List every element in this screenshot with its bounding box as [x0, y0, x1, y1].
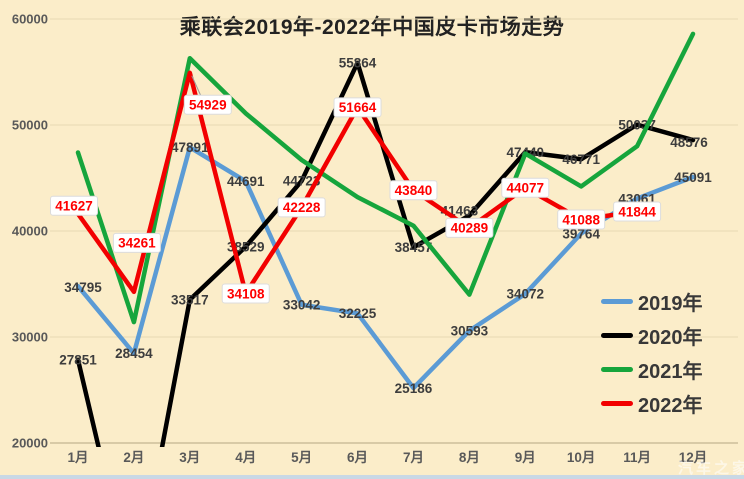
- legend-item-2021年: 2021年: [601, 352, 703, 386]
- data-label: 44723: [283, 174, 321, 189]
- data-label: 46771: [562, 152, 600, 167]
- x-tick-label: 4月: [235, 450, 256, 465]
- data-label: 45091: [674, 170, 712, 185]
- data-label: 30593: [451, 324, 489, 339]
- data-label: 34072: [506, 287, 544, 302]
- data-label: 54929: [189, 98, 227, 113]
- legend-label: 2021年: [638, 360, 703, 383]
- x-tick-label: 3月: [179, 450, 200, 465]
- y-tick-label: 60000: [12, 12, 48, 27]
- data-label: 47891: [171, 140, 209, 155]
- data-label-box: [557, 209, 606, 230]
- data-label: 48576: [670, 135, 708, 150]
- data-label: 34261: [118, 236, 156, 251]
- data-label: 41627: [55, 199, 93, 214]
- legend-label: 2020年: [638, 326, 703, 349]
- data-label: 40289: [451, 221, 489, 236]
- x-tick-label: 12月: [679, 450, 708, 465]
- data-label: 41844: [618, 204, 656, 219]
- x-tick-label: 5月: [291, 450, 312, 465]
- data-label-box: [333, 97, 382, 118]
- chart-legend: 2019年 2020年 2021年 2022年: [601, 284, 703, 420]
- data-label: 44077: [506, 181, 544, 196]
- x-tick-label: 1月: [67, 450, 88, 465]
- data-label: 41088: [562, 212, 600, 227]
- data-label: 43840: [395, 183, 433, 198]
- bottom-strip: [0, 475, 744, 479]
- x-tick-label: 6月: [347, 450, 368, 465]
- data-label: 51664: [339, 100, 377, 115]
- data-label: 42228: [283, 200, 321, 215]
- y-tick-label: 30000: [12, 330, 48, 345]
- x-tick-label: 10月: [567, 450, 596, 465]
- data-label: 34795: [64, 280, 102, 295]
- data-label-box: [50, 195, 98, 216]
- data-label-box: [501, 177, 550, 198]
- legend-label: 2019年: [638, 292, 703, 315]
- x-tick-label: 7月: [403, 450, 424, 465]
- data-label-box: [221, 283, 270, 304]
- data-label-box: [277, 197, 326, 218]
- x-tick-label: 9月: [515, 450, 536, 465]
- x-tick-label: 8月: [459, 450, 480, 465]
- legend-line-swatch: [601, 298, 633, 304]
- watermark: 汽车之家: [677, 460, 744, 477]
- data-label: 33042: [283, 298, 321, 313]
- data-label: 25186: [395, 381, 433, 396]
- data-label: 38457: [395, 240, 433, 255]
- legend-line-swatch: [601, 400, 633, 406]
- legend-item-2019年: 2019年: [601, 284, 703, 318]
- legend-line-swatch: [601, 366, 633, 372]
- data-label-box: [183, 94, 232, 115]
- x-tick-label: 2月: [123, 450, 144, 465]
- data-label-box: [445, 217, 494, 238]
- chart-title: 乘联会2019年-2022年中国皮卡市场走势: [179, 16, 565, 39]
- data-label: 44691: [227, 174, 265, 189]
- legend-line-swatch: [601, 332, 633, 338]
- legend-item-2020年: 2020年: [601, 318, 703, 352]
- series-line-2021年: [75, 31, 696, 325]
- data-label: 55864: [339, 56, 377, 71]
- data-label-box: [112, 232, 161, 253]
- data-label: 39764: [562, 226, 600, 241]
- data-label: 28454: [115, 346, 153, 361]
- legend-item-2022年: 2022年: [601, 386, 703, 420]
- data-label: 32225: [339, 306, 377, 321]
- y-tick-label: 50000: [12, 118, 48, 133]
- data-label-box: [389, 180, 438, 201]
- series-line-2020年: [75, 60, 696, 447]
- y-tick-label: 40000: [12, 224, 48, 239]
- label-leader-line: [191, 75, 202, 96]
- x-tick-label: 11月: [623, 450, 651, 465]
- legend-label: 2022年: [638, 394, 703, 417]
- data-label: 33517: [171, 293, 209, 308]
- data-label-box: [613, 201, 662, 222]
- y-tick-label: 20000: [12, 436, 48, 451]
- data-label: 34108: [227, 286, 265, 301]
- data-label: 27851: [59, 353, 97, 368]
